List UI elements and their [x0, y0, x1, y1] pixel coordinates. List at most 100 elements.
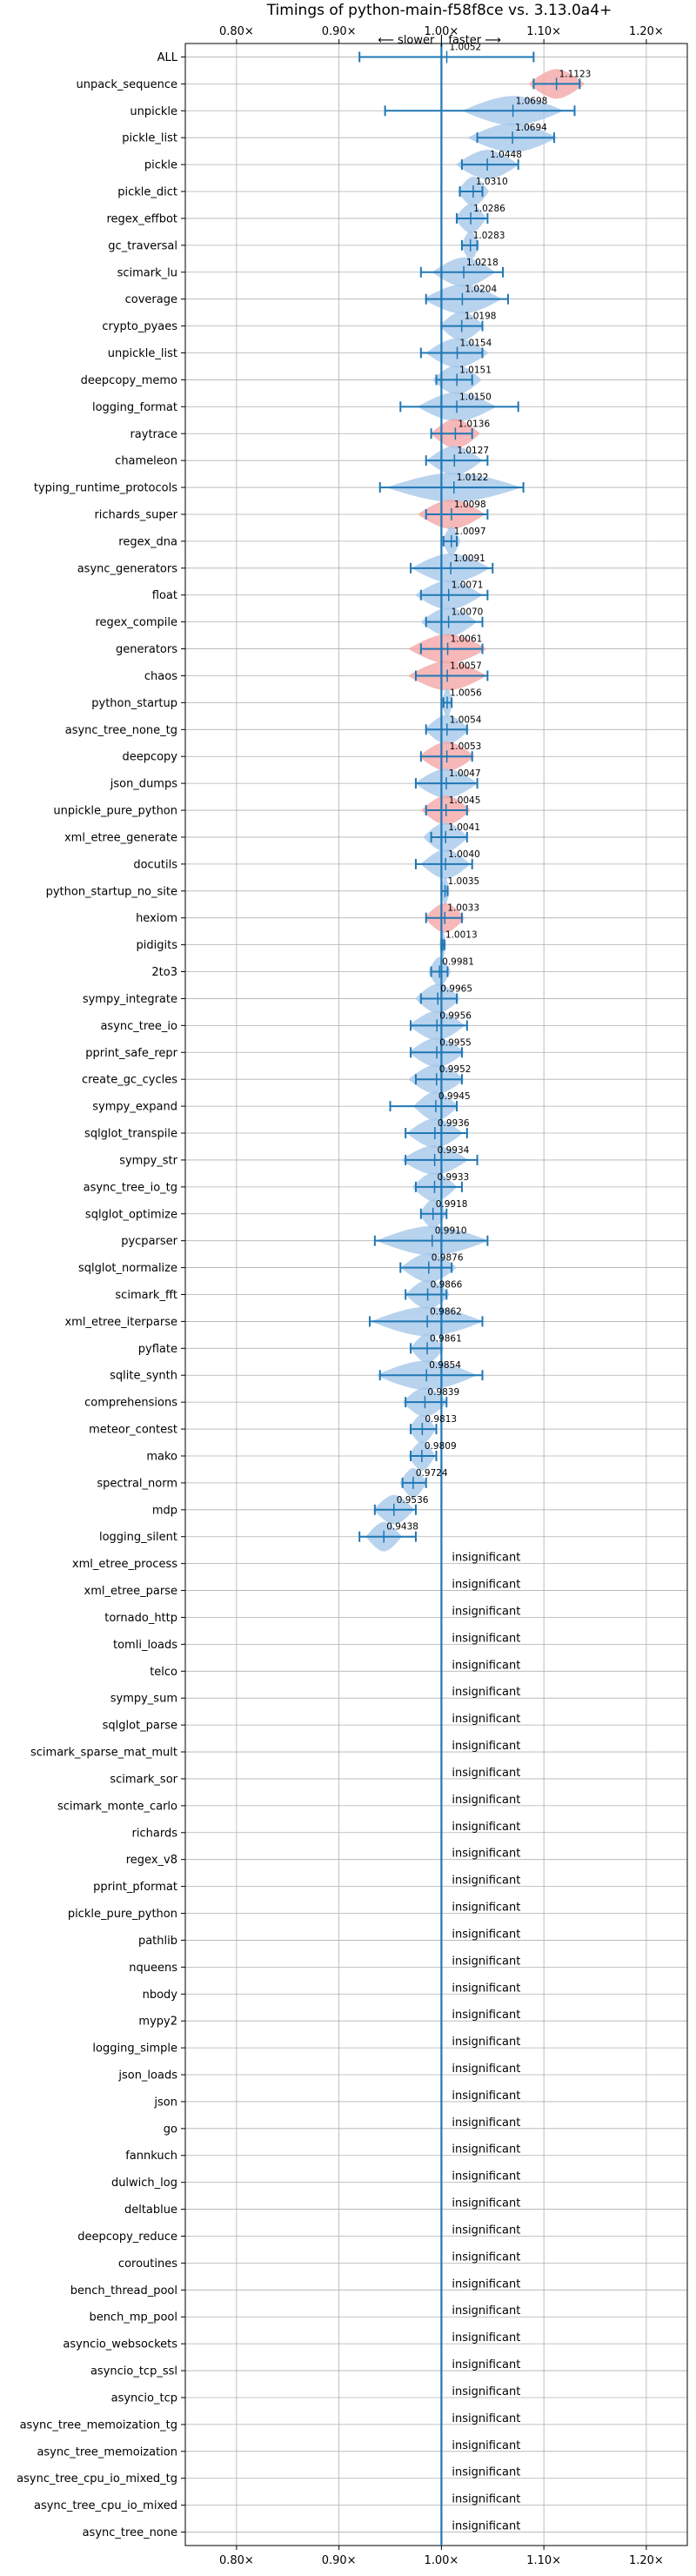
benchmark-label: pickle: [144, 159, 177, 172]
label-layer: 1.0052 1.1123 1.0698 1.0694 1.0448 1.0310 1.02…: [386, 42, 591, 2532]
benchmark-label: chaos: [144, 670, 177, 683]
benchmark-label: sqlglot_transpile: [84, 1128, 177, 1141]
value-label: 1.0698: [516, 96, 548, 106]
value-label: 1.0033: [447, 903, 479, 914]
benchmark-label: richards: [132, 1827, 178, 1840]
benchmark-label: xml_etree_iterparse: [64, 1316, 177, 1329]
benchmark-label: hexiom: [136, 912, 177, 925]
benchmark-label: scimark_sparse_mat_mult: [30, 1747, 177, 1760]
insignificant-label: insignificant: [452, 1659, 520, 1672]
value-label: 0.9536: [397, 1495, 429, 1506]
benchmark-label: mypy2: [138, 2016, 177, 2029]
benchmark-label: go: [164, 2123, 177, 2136]
insignificant-label: insignificant: [452, 1686, 520, 1699]
value-label: 1.0091: [453, 553, 485, 564]
value-label: 0.9933: [437, 1172, 469, 1183]
benchmark-label: unpack_sequence: [76, 78, 177, 91]
benchmark-label: sqlglot_parse: [103, 1720, 177, 1733]
insignificant-label: insignificant: [452, 2251, 520, 2264]
benchmark-label: telco: [150, 1666, 177, 1679]
benchmark-label: ALL: [157, 51, 178, 64]
benchmark-label: docutils: [133, 858, 177, 871]
x-tick-label-bottom: 1.20×: [629, 2554, 664, 2567]
benchmark-label: generators: [116, 643, 177, 656]
value-label: 1.0448: [490, 150, 522, 160]
value-label: 0.9813: [425, 1414, 457, 1425]
benchmark-label: logging_simple: [92, 2043, 177, 2056]
value-label: 1.0013: [445, 930, 478, 941]
insignificant-label: insignificant: [452, 1928, 520, 1941]
benchmark-label: python_startup: [91, 697, 177, 710]
insignificant-label: insignificant: [452, 2277, 520, 2291]
value-label: 1.0047: [449, 768, 481, 779]
value-label: 1.0097: [454, 527, 486, 537]
value-label: 0.9861: [430, 1333, 462, 1344]
value-label: 1.0052: [450, 42, 482, 52]
value-label: 0.9862: [430, 1306, 462, 1317]
value-label: 0.9876: [432, 1253, 464, 1264]
benchmark-label: xml_etree_generate: [64, 831, 177, 844]
chart-title: Timings of python-main-f58f8ce vs. 3.13.…: [266, 2, 612, 19]
value-label: 1.1123: [559, 69, 592, 79]
benchmark-label: pickle_list: [122, 132, 177, 145]
benchmark-label: asyncio_tcp_ssl: [90, 2365, 177, 2378]
benchmark-label: mako: [146, 1450, 177, 1463]
x-tick-label-bottom: 0.80×: [219, 2554, 254, 2567]
benchmark-label: unpickle_pure_python: [53, 805, 177, 818]
insignificant-label: insignificant: [452, 2331, 520, 2345]
insignificant-label: insignificant: [452, 2063, 520, 2076]
benchmark-label: scimark_sor: [110, 1773, 177, 1786]
insignificant-label: insignificant: [452, 2412, 520, 2425]
value-label: 1.0061: [451, 634, 483, 645]
x-tick-label-top: 1.00×: [424, 25, 458, 38]
value-label: 0.9952: [439, 1064, 472, 1075]
benchmark-label: nqueens: [129, 1962, 177, 1975]
benchmark-label: unpickle: [130, 105, 177, 118]
benchmark-label: bench_mp_pool: [89, 2311, 177, 2324]
insignificant-label: insignificant: [452, 2304, 520, 2318]
insignificant-label: insignificant: [452, 2116, 520, 2130]
benchmark-label: deltablue: [124, 2204, 177, 2217]
insignificant-label: insignificant: [452, 2439, 520, 2452]
benchmark-label: create_gc_cycles: [82, 1074, 177, 1087]
value-label: 0.9934: [438, 1145, 470, 1156]
benchmark-label: typing_runtime_protocols: [34, 482, 177, 495]
insignificant-label: insignificant: [452, 1713, 520, 1726]
insignificant-label: insignificant: [452, 2009, 520, 2022]
x-tick-label-top: 1.10×: [526, 25, 561, 38]
benchmark-label: python_startup_no_site: [46, 885, 177, 898]
benchmark-label: scimark_lu: [117, 266, 177, 279]
benchmark-label: richards_super: [94, 508, 177, 521]
insignificant-label: insignificant: [452, 1740, 520, 1753]
benchmark-label: deepcopy: [122, 751, 177, 764]
value-label: 1.0045: [449, 795, 481, 806]
benchmark-label: pickle_dict: [117, 186, 177, 199]
benchmark-label: asyncio_tcp: [111, 2392, 177, 2405]
benchmark-label: regex_v8: [126, 1854, 177, 1867]
benchmark-label: async_tree_io: [100, 1020, 177, 1033]
insignificant-label: insignificant: [452, 2466, 520, 2479]
benchmark-label: pprint_safe_repr: [85, 1047, 177, 1060]
benchmark-label: mdp: [152, 1504, 177, 1517]
benchmark-label: sympy_integrate: [83, 993, 177, 1006]
insignificant-label: insignificant: [452, 2090, 520, 2103]
insignificant-label: insignificant: [452, 2358, 520, 2371]
benchmark-label: regex_compile: [95, 616, 177, 629]
benchmark-label: pickle_pure_python: [68, 1908, 177, 1921]
insignificant-label: insignificant: [452, 1955, 520, 1968]
value-label: 0.9956: [439, 1010, 472, 1021]
direction-label: ⟵ slower | faster ⟶: [378, 34, 501, 47]
benchmark-label: crypto_pyaes: [102, 320, 177, 333]
value-label: 1.0310: [476, 177, 508, 187]
value-label: 1.0154: [460, 339, 492, 349]
benchmark-label: chameleon: [115, 455, 177, 468]
benchmark-label: async_tree_none: [83, 2526, 177, 2539]
benchmark-label: pprint_pformat: [93, 1881, 177, 1894]
direction-separator: |: [439, 34, 443, 47]
benchmark-label: sqlglot_normalize: [78, 1262, 177, 1275]
insignificant-label: insignificant: [452, 1848, 520, 1861]
value-label: 1.0136: [458, 419, 490, 429]
value-label: 1.0204: [465, 285, 497, 295]
benchmark-label: nbody: [143, 1989, 178, 2002]
benchmark-label: sympy_expand: [92, 1101, 177, 1114]
